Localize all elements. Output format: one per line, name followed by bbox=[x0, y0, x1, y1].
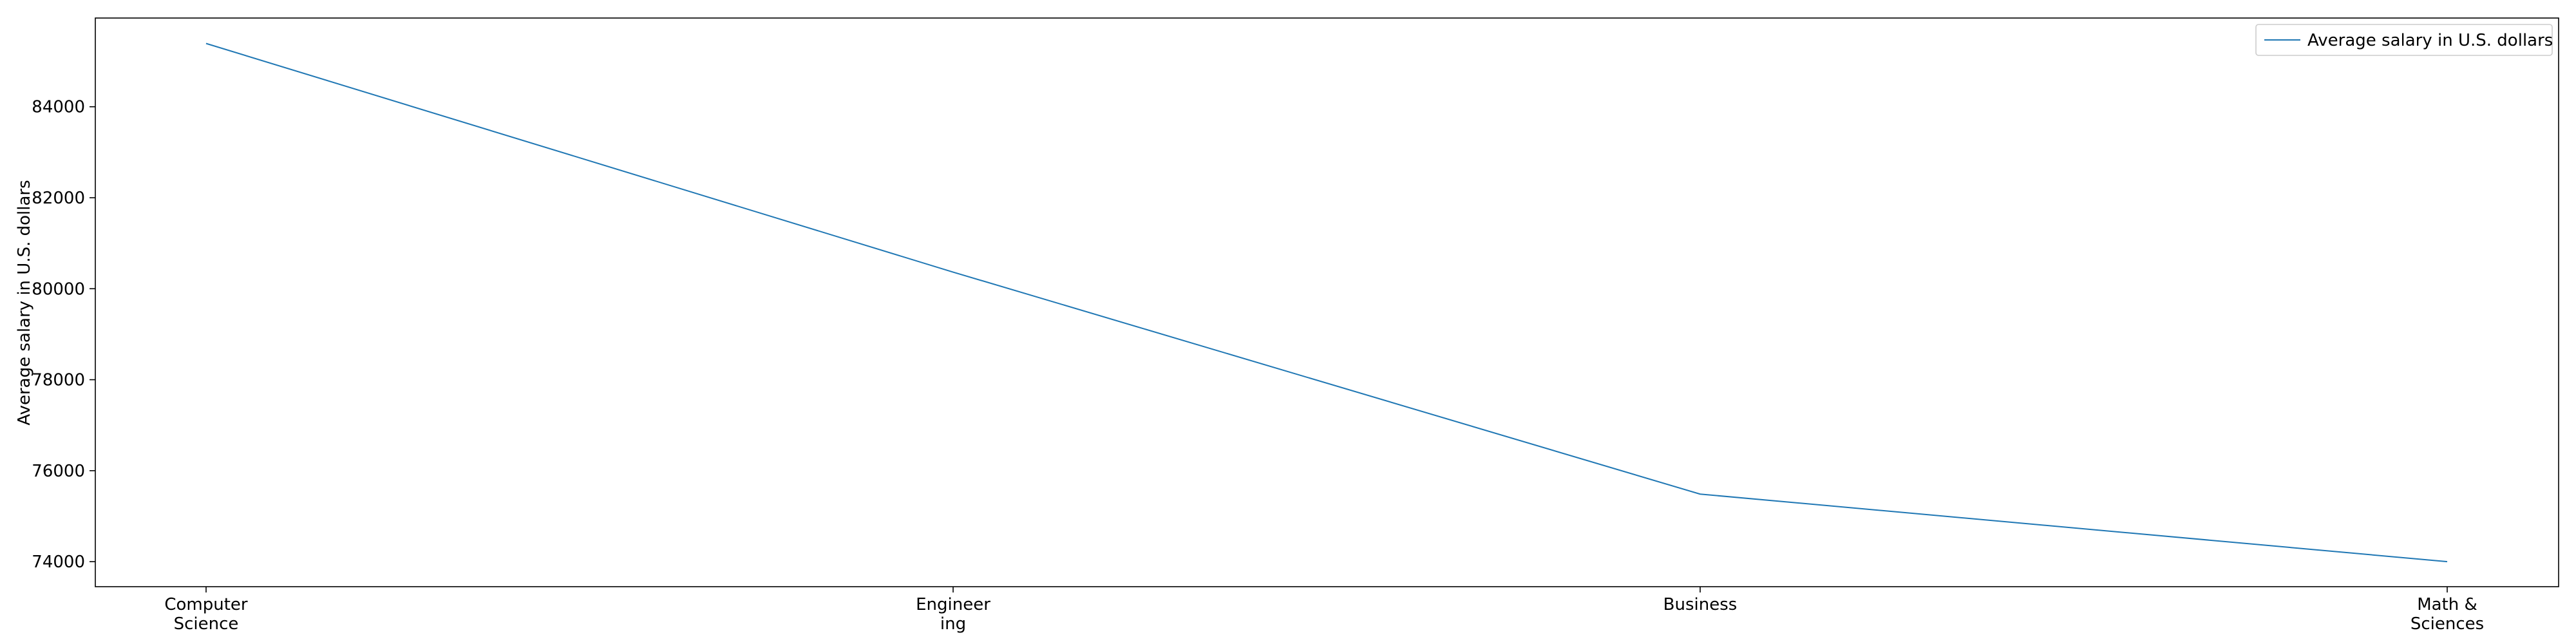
x-tick-label: Engineer ing bbox=[916, 595, 990, 634]
series-line bbox=[205, 43, 2448, 563]
y-tick-label: 84000 bbox=[32, 98, 85, 117]
y-axis-ticks: 74000 76000 78000 80000 82000 84000 bbox=[32, 98, 95, 572]
y-tick-label: 78000 bbox=[32, 371, 85, 390]
legend: Average salary in U.S. dollars bbox=[2255, 24, 2553, 56]
y-tick-label: 76000 bbox=[32, 462, 85, 481]
x-tick-label: Math & Sciences bbox=[2410, 595, 2484, 634]
legend-box bbox=[2255, 24, 2553, 56]
legend-label: Average salary in U.S. dollars bbox=[2307, 31, 2553, 50]
y-tick-label: 80000 bbox=[32, 279, 85, 299]
y-tick-label: 74000 bbox=[32, 553, 85, 572]
y-tick-label: 82000 bbox=[32, 189, 85, 208]
y-axis-label: Average salary in U.S. dollars bbox=[15, 180, 34, 425]
plot-frame bbox=[95, 17, 2559, 587]
x-tick-label: Computer Science bbox=[164, 595, 248, 634]
x-tick-label: Business bbox=[1663, 595, 1738, 614]
series-layer bbox=[205, 43, 2448, 563]
x-axis-ticks: Computer Science Engineer ing Business Math &… bbox=[164, 587, 2484, 634]
